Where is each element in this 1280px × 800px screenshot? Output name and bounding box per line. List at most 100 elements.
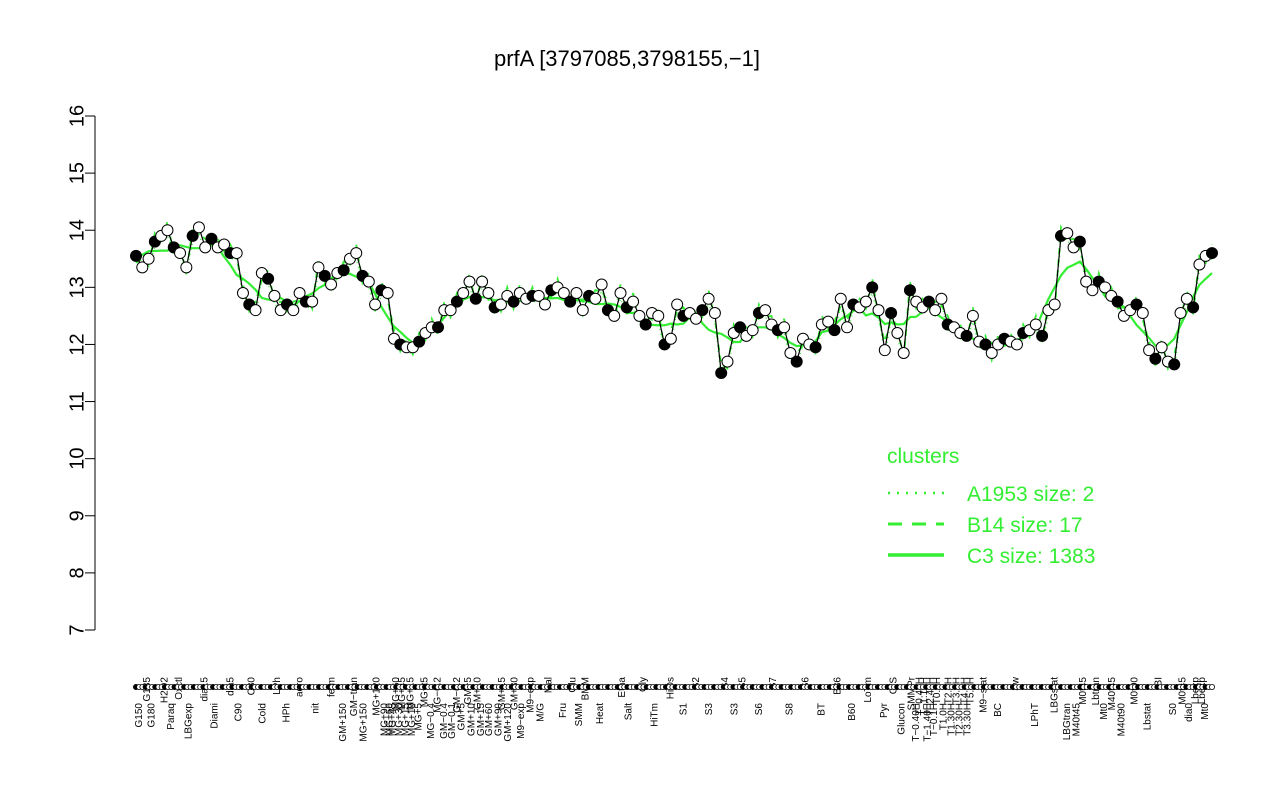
x-tick-label: T2.0H bbox=[943, 677, 954, 704]
x-tick-label: MG−0.4 bbox=[426, 703, 437, 739]
x-tick-label: S4 bbox=[720, 677, 731, 690]
data-point bbox=[841, 321, 854, 334]
x-tick-label: C90 bbox=[233, 703, 244, 722]
x-tick-label: S7 bbox=[768, 677, 779, 690]
data-point bbox=[218, 238, 231, 251]
x-tick-label: Diami bbox=[209, 703, 220, 729]
x-tick-label: M9−exp bbox=[516, 703, 527, 739]
y-tick-label: 10 bbox=[66, 448, 88, 470]
x-tick-label: GM+150 bbox=[338, 703, 349, 742]
data-point bbox=[142, 252, 155, 265]
x-tick-label: GM−0.1 bbox=[447, 703, 458, 739]
data-point bbox=[262, 272, 275, 285]
data-point bbox=[432, 321, 445, 334]
data-point bbox=[576, 304, 589, 317]
data-point bbox=[494, 298, 507, 311]
legend-label: C3 size: 1383 bbox=[967, 545, 1095, 568]
x-tick-label: nit bbox=[311, 703, 322, 714]
data-point bbox=[293, 287, 306, 300]
x-tick-label: GM−0.4 bbox=[439, 703, 450, 739]
data-point bbox=[1136, 307, 1149, 320]
x-tick-label: SMM bbox=[574, 703, 585, 726]
data-point bbox=[1073, 235, 1086, 248]
x-tick-label: M0t45 bbox=[1178, 677, 1189, 705]
plot-area bbox=[130, 221, 1218, 382]
x-tick-label: GM+60 bbox=[484, 703, 495, 737]
x-tick-label: S0 bbox=[1168, 703, 1179, 716]
data-point bbox=[1029, 318, 1042, 331]
data-point bbox=[922, 295, 935, 308]
data-point bbox=[652, 309, 665, 322]
y-tick-label: 9 bbox=[66, 510, 88, 521]
data-point bbox=[507, 295, 520, 308]
data-point bbox=[413, 335, 426, 348]
data-point bbox=[960, 329, 973, 342]
data-point bbox=[671, 298, 684, 311]
x-tick-label: S3 bbox=[704, 703, 715, 716]
x-tick-label: G180 bbox=[147, 703, 158, 728]
data-point bbox=[633, 309, 646, 322]
x-tick-label: Sw bbox=[1011, 676, 1022, 691]
x-tick-label: M40t90 bbox=[1117, 703, 1128, 737]
x-tick-label: MG+30 bbox=[394, 703, 405, 737]
x-tick-label: T1.30H bbox=[946, 703, 957, 736]
x-tick-label: Lbexp bbox=[1191, 677, 1202, 705]
data-point bbox=[878, 344, 891, 357]
y-tick-label: 15 bbox=[66, 162, 88, 184]
x-tick-label: Glucon bbox=[897, 703, 908, 735]
data-point bbox=[979, 338, 992, 351]
data-point bbox=[595, 278, 608, 291]
x-tick-label: GM+5 bbox=[463, 677, 474, 705]
data-point bbox=[885, 307, 898, 320]
data-point bbox=[463, 275, 476, 288]
x-tick-label: MG+150 bbox=[359, 703, 370, 742]
data-point bbox=[721, 355, 734, 368]
x-tick-label: LBGstat bbox=[1049, 677, 1060, 713]
data-point bbox=[589, 292, 602, 305]
data-point bbox=[450, 295, 463, 308]
y-tick-label: 12 bbox=[66, 333, 88, 355]
y-tick-label: 11 bbox=[66, 391, 88, 412]
legend-label: A1953 size: 2 bbox=[967, 483, 1094, 506]
data-point bbox=[1206, 247, 1218, 260]
data-point bbox=[935, 292, 948, 305]
data-point bbox=[822, 315, 835, 328]
data-point bbox=[1193, 258, 1206, 271]
y-tick-label: 7 bbox=[66, 624, 88, 635]
data-point bbox=[664, 332, 677, 345]
x-tick-label: MG+60 bbox=[391, 677, 402, 711]
x-tick-label: M40t45 bbox=[1072, 703, 1083, 737]
data-point bbox=[834, 292, 847, 305]
data-point bbox=[891, 327, 904, 340]
data-point bbox=[1111, 295, 1124, 308]
x-tick-label: MG+10 bbox=[407, 703, 418, 737]
x-tick-label: GM+15 bbox=[497, 677, 508, 711]
data-point bbox=[249, 304, 262, 317]
data-point bbox=[318, 269, 331, 282]
x-tick-label: T−2.40H bbox=[926, 677, 937, 716]
data-point bbox=[325, 278, 338, 291]
legend: clusters A1953 size: 2 B14 size: 17 C3 siz… bbox=[887, 445, 1095, 568]
x-tick-label: T3.0H bbox=[951, 677, 962, 704]
x-rug-mark bbox=[1209, 684, 1216, 691]
x-tick-label: Fru bbox=[558, 703, 569, 718]
data-point bbox=[734, 321, 747, 334]
data-point bbox=[1174, 307, 1187, 320]
x-tick-label: T2.30H bbox=[955, 703, 966, 736]
x-tick-label: GM+10 bbox=[466, 703, 477, 737]
legend-label: B14 size: 17 bbox=[967, 514, 1083, 537]
data-point bbox=[639, 318, 652, 331]
x-tick-label: M9−stat bbox=[979, 677, 990, 713]
x-tick-label: M0t90 bbox=[1130, 677, 1141, 705]
data-point bbox=[715, 367, 728, 379]
data-point bbox=[966, 309, 979, 322]
x-tick-label: S1 bbox=[678, 703, 689, 716]
data-point bbox=[608, 309, 621, 322]
legend-title: clusters bbox=[887, 445, 959, 468]
data-point bbox=[897, 347, 910, 360]
x-tick-label: MG−0.2 bbox=[433, 677, 444, 713]
data-point bbox=[828, 324, 841, 337]
data-point bbox=[287, 304, 300, 317]
x-tick-label: B60 bbox=[847, 703, 858, 721]
